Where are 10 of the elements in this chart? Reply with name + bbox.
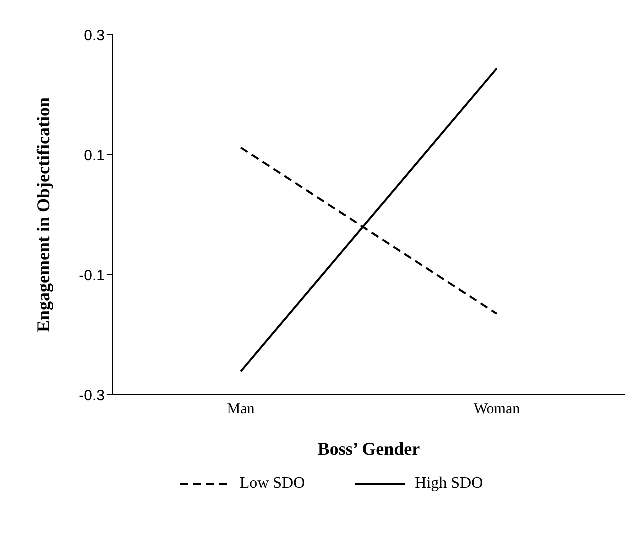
x-tick-label: Man [227, 402, 256, 418]
y-tick-label: -0.1 [79, 267, 105, 284]
x-tick-label: Woman [474, 402, 521, 418]
legend-label: Low SDO [240, 475, 306, 493]
y-tick-label: 0.1 [84, 147, 105, 164]
x-axis-title: Boss’ Gender [318, 439, 420, 459]
y-tick-label: 0.3 [84, 27, 105, 44]
y-tick-label: -0.3 [79, 387, 105, 404]
legend-label: High SDO [415, 475, 484, 493]
y-axis-title: Engagement in Objectification [33, 98, 54, 332]
